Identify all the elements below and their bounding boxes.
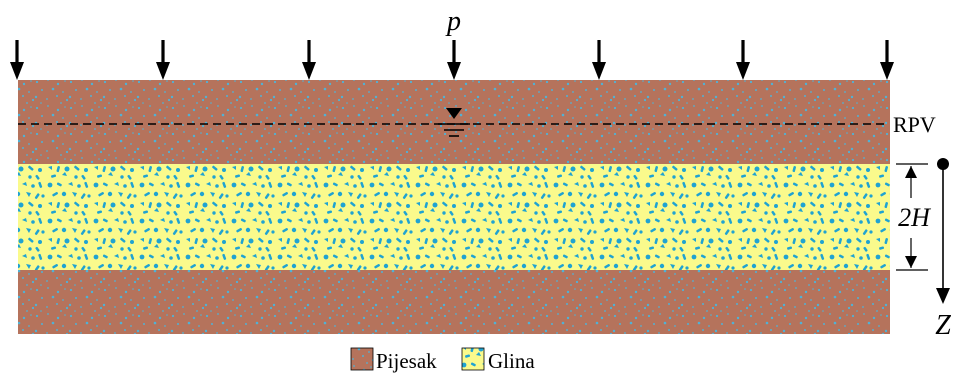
load-arrows bbox=[10, 40, 894, 80]
axis-arrow-down-icon bbox=[936, 288, 950, 304]
legend-sand-swatch bbox=[350, 347, 374, 371]
legend-sand-label: Pijesak bbox=[376, 349, 437, 373]
water-table-icon bbox=[438, 108, 470, 137]
legend: Pijesak Glina bbox=[350, 347, 535, 373]
sand-layer-bottom bbox=[18, 270, 890, 334]
clay-layer bbox=[18, 164, 890, 270]
thickness-label: 2H bbox=[898, 203, 931, 232]
dimension-arrow-down-icon bbox=[905, 256, 917, 268]
load-arrow-icon bbox=[302, 40, 316, 80]
load-arrow-icon bbox=[592, 40, 606, 80]
load-arrow-icon bbox=[736, 40, 750, 80]
thickness-dimension bbox=[896, 163, 928, 271]
legend-clay-swatch bbox=[461, 347, 485, 371]
dimension-arrow-up-icon bbox=[905, 166, 917, 178]
sand-layer-top bbox=[18, 80, 890, 164]
load-arrow-icon bbox=[10, 40, 24, 80]
legend-clay-label: Glina bbox=[488, 349, 535, 373]
load-arrow-icon bbox=[447, 40, 461, 80]
water-table-label: RPV bbox=[893, 112, 936, 137]
load-arrow-icon bbox=[156, 40, 170, 80]
load-arrow-icon bbox=[880, 40, 894, 80]
load-label: p bbox=[445, 6, 461, 37]
depth-axis-label: Z bbox=[935, 310, 951, 341]
depth-axis bbox=[936, 158, 950, 304]
